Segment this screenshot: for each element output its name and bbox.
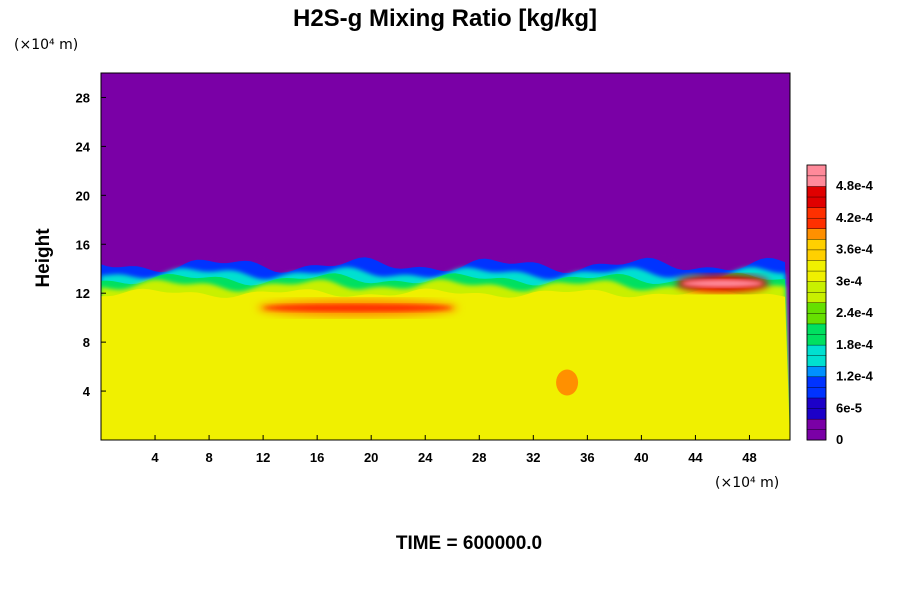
x-tick-label: 48 xyxy=(742,450,756,465)
x-tick-label: 20 xyxy=(364,450,378,465)
colorbar-segment xyxy=(806,259,827,272)
colorbar-segment xyxy=(806,291,827,304)
colorbar-segment xyxy=(806,344,827,356)
colorbar-segment xyxy=(806,355,827,367)
colorbar-frame xyxy=(806,164,827,441)
x-tick-label: 4 xyxy=(151,450,159,465)
colorbar-segment xyxy=(806,217,827,229)
colorbar-segment xyxy=(806,397,827,409)
y-tick-label: 8 xyxy=(83,335,90,350)
colorbar-label: 1.8e-4 xyxy=(836,337,874,352)
x-tick-label: 44 xyxy=(688,450,703,465)
plot-area xyxy=(101,73,790,440)
x-tick-label: 28 xyxy=(472,450,486,465)
colorbar-segment xyxy=(806,418,827,430)
y-tick-label: 20 xyxy=(76,188,90,203)
colorbar-segment xyxy=(806,185,827,198)
yellow-blob xyxy=(556,369,579,396)
colorbar-segment xyxy=(806,281,827,293)
colorbar-segment xyxy=(806,365,827,378)
y-axis-label: Height xyxy=(33,228,54,288)
colorbar-segment xyxy=(806,238,827,251)
colorbar-label: 3.6e-4 xyxy=(836,242,874,257)
pink-core xyxy=(681,279,763,288)
colorbar-label: 6e-5 xyxy=(836,400,862,415)
plot-frame xyxy=(100,72,791,441)
x-tick-label: 16 xyxy=(310,450,324,465)
y-tick-label: 4 xyxy=(83,384,91,399)
colorbar-segment xyxy=(806,312,827,325)
colorbar-label: 2.4e-4 xyxy=(836,305,874,320)
colorbar-segment xyxy=(806,249,827,261)
y-ticks: 4 8 12 16 20 24 28 xyxy=(76,90,106,399)
lower-layer xyxy=(101,288,790,440)
colorbar-segment xyxy=(806,207,827,219)
colorbar-label: 4.8e-4 xyxy=(836,178,874,193)
colorbar-segment xyxy=(806,175,827,187)
colorbar-segment xyxy=(806,334,827,346)
chart-title: H2S-g Mixing Ratio [kg/kg] xyxy=(293,5,597,32)
colorbar-segment xyxy=(806,164,827,177)
colorbar-label: 0 xyxy=(836,432,843,447)
colorbar-segment xyxy=(806,196,827,208)
red-streak xyxy=(263,303,453,312)
colorbar-label: 4.2e-4 xyxy=(836,210,874,225)
x-axis-unit: (×10⁴ m) xyxy=(715,475,779,491)
colorbar-segment xyxy=(806,429,827,441)
x-tick-label: 8 xyxy=(205,450,212,465)
colorbar-segment xyxy=(806,228,827,240)
colorbar-segment xyxy=(806,302,827,314)
colorbar-segment xyxy=(806,386,827,399)
x-tick-label: 12 xyxy=(256,450,270,465)
x-tick-label: 40 xyxy=(634,450,648,465)
y-axis-unit: (×10⁴ m) xyxy=(14,37,78,53)
y-tick-label: 16 xyxy=(76,237,90,252)
x-tick-label: 36 xyxy=(580,450,594,465)
colorbar-label: 3e-4 xyxy=(836,273,863,288)
colorbar-segment xyxy=(806,376,827,388)
x-tick-label: 24 xyxy=(418,450,433,465)
x-ticks: 4 8 12 16 20 24 28 32 36 40 44 48 xyxy=(151,435,757,465)
colorbar-label: 1.2e-4 xyxy=(836,369,874,384)
colorbar-segment xyxy=(806,408,827,420)
colorbar-segment xyxy=(806,323,827,335)
x-tick-label: 32 xyxy=(526,450,540,465)
y-tick-label: 28 xyxy=(76,90,90,105)
colorbar-segment xyxy=(806,270,827,282)
colorbar: 0 6e-5 1.2e-4 1.8e-4 2.4e-4 3e-4 3.6e-4 4.2e-4 4… xyxy=(806,164,874,447)
concentration-field xyxy=(101,251,790,440)
time-label: TIME = 600000.0 xyxy=(396,533,542,554)
y-tick-label: 12 xyxy=(76,286,90,301)
y-tick-label: 24 xyxy=(76,139,91,154)
